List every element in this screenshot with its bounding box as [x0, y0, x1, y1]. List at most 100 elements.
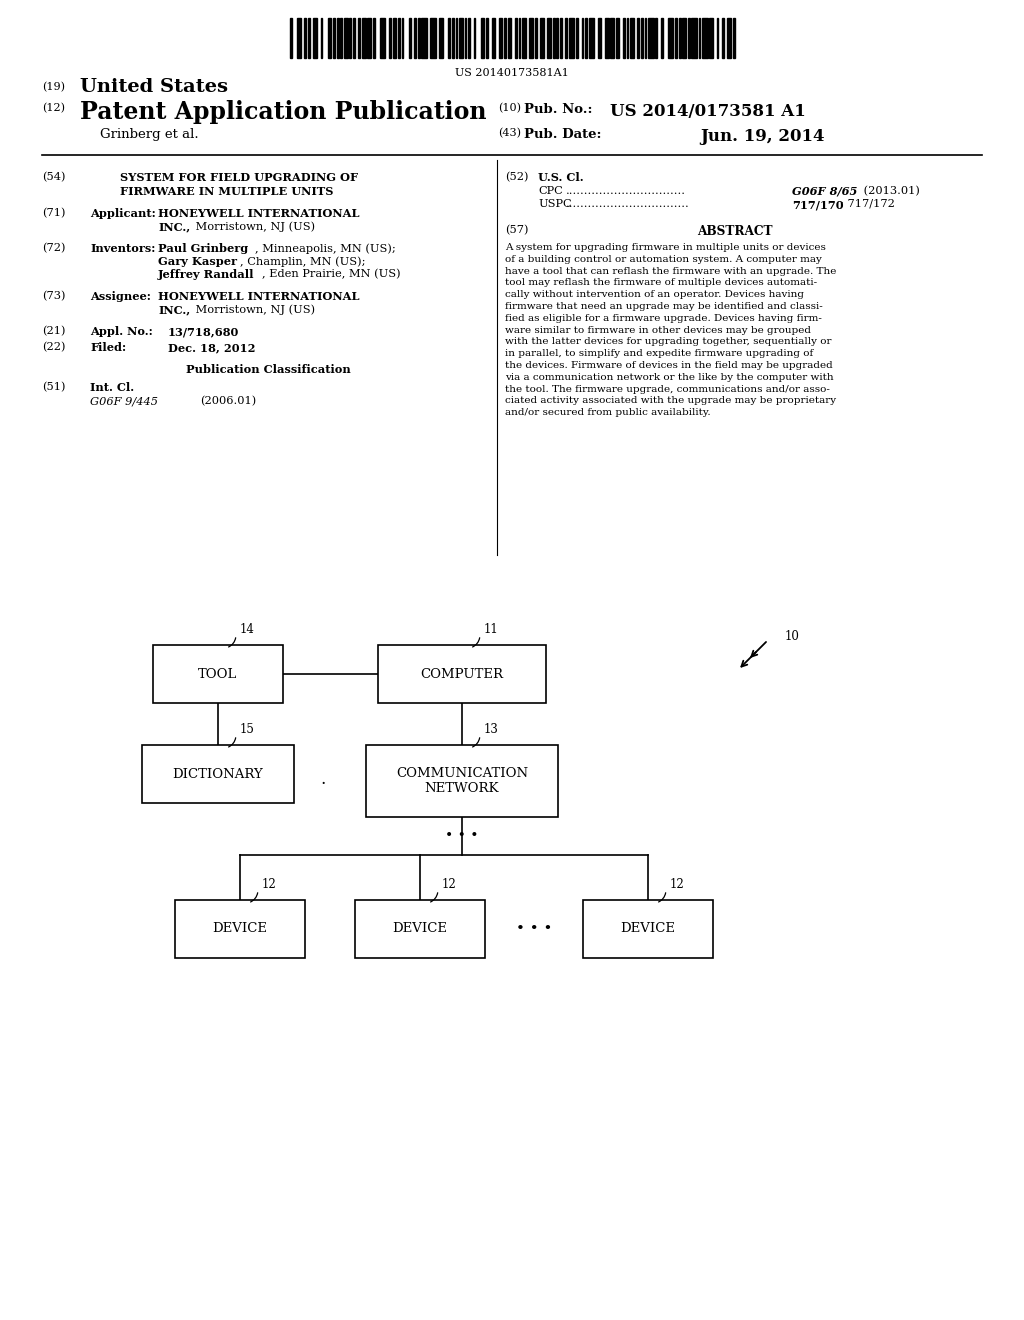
Text: (54): (54) [42, 172, 66, 182]
Bar [648, 18, 653, 58]
Text: INC.,: INC., [158, 220, 190, 232]
FancyBboxPatch shape [142, 744, 294, 803]
Bar [668, 18, 674, 58]
Bar [492, 18, 496, 58]
Text: Jun. 19, 2014: Jun. 19, 2014 [700, 128, 824, 145]
Bar [688, 18, 689, 58]
Text: (2006.01): (2006.01) [200, 396, 256, 407]
Text: FIRMWARE IN MULTIPLE UNITS: FIRMWARE IN MULTIPLE UNITS [120, 186, 334, 197]
Text: SYSTEM FOR FIELD UPGRADING OF: SYSTEM FOR FIELD UPGRADING OF [120, 172, 358, 183]
Text: G06F 9/445: G06F 9/445 [90, 396, 158, 407]
Bar [556, 18, 558, 58]
Bar [682, 18, 686, 58]
Text: A system for upgrading firmware in multiple units or devices: A system for upgrading firmware in multi… [505, 243, 826, 252]
Text: (57): (57) [505, 224, 528, 235]
Text: ; 717/172: ; 717/172 [840, 199, 895, 209]
Text: Inventors:: Inventors: [90, 243, 156, 253]
Bar [401, 18, 403, 58]
Bar [644, 18, 646, 58]
Bar [474, 18, 475, 58]
Text: 12: 12 [442, 878, 457, 891]
Text: , Champlin, MN (US);: , Champlin, MN (US); [240, 256, 366, 267]
Bar [710, 18, 713, 58]
Text: US 2014/0173581 A1: US 2014/0173581 A1 [610, 103, 806, 120]
Bar [414, 18, 416, 58]
Bar [430, 18, 436, 58]
Text: , Minneapolis, MN (US);: , Minneapolis, MN (US); [255, 243, 395, 253]
Text: (22): (22) [42, 342, 66, 352]
Text: Publication Classification: Publication Classification [185, 364, 350, 375]
Bar [698, 18, 700, 58]
Bar [675, 18, 677, 58]
Bar [518, 18, 520, 58]
Bar [308, 18, 310, 58]
Bar [637, 18, 639, 58]
Text: with the latter devices for upgrading together, sequentially or: with the latter devices for upgrading to… [505, 338, 831, 346]
Bar [605, 18, 608, 58]
Text: Grinberg et al.: Grinberg et al. [100, 128, 199, 141]
Text: (12): (12) [42, 103, 65, 114]
Bar [389, 18, 391, 58]
Text: have a tool that can reflash the firmware with an upgrade. The: have a tool that can reflash the firmwar… [505, 267, 837, 276]
Bar [529, 18, 534, 58]
Text: ware similar to firmware in other devices may be grouped: ware similar to firmware in other device… [505, 326, 811, 334]
Bar [328, 18, 332, 58]
Text: U.S. Cl.: U.S. Cl. [538, 172, 584, 183]
Text: ABSTRACT: ABSTRACT [697, 224, 773, 238]
Bar [717, 18, 719, 58]
Bar [722, 18, 724, 58]
Text: DEVICE: DEVICE [213, 923, 267, 936]
Text: US 20140173581A1: US 20140173581A1 [455, 69, 569, 78]
Text: DICTIONARY: DICTIONARY [173, 767, 263, 780]
Text: Jeffrey Randall: Jeffrey Randall [158, 269, 255, 280]
FancyBboxPatch shape [583, 900, 713, 958]
Text: Pub. No.:: Pub. No.: [524, 103, 593, 116]
Text: (21): (21) [42, 326, 66, 337]
Bar [481, 18, 484, 58]
Bar [392, 18, 396, 58]
Text: 13: 13 [484, 723, 499, 737]
Bar [630, 18, 634, 58]
Text: CPC: CPC [538, 186, 563, 195]
FancyBboxPatch shape [366, 744, 558, 817]
Text: Paul Grinberg: Paul Grinberg [158, 243, 248, 253]
Bar [409, 18, 411, 58]
Bar [304, 18, 306, 58]
Text: ................................: ................................ [566, 186, 686, 195]
Bar [627, 18, 629, 58]
Bar [548, 18, 551, 58]
Text: (52): (52) [505, 172, 528, 182]
Text: COMPUTER: COMPUTER [421, 668, 504, 681]
Text: Pub. Date:: Pub. Date: [524, 128, 601, 141]
Bar [290, 18, 292, 58]
Bar [353, 18, 354, 58]
Bar [380, 18, 385, 58]
Bar [660, 18, 663, 58]
Bar [679, 18, 681, 58]
Text: (2013.01): (2013.01) [860, 186, 920, 197]
Bar [508, 18, 511, 58]
Text: fied as eligible for a firmware upgrade. Devices having firm-: fied as eligible for a firmware upgrade.… [505, 314, 822, 323]
Bar [655, 18, 657, 58]
Bar [465, 18, 466, 58]
Text: DEVICE: DEVICE [621, 923, 676, 936]
Bar [486, 18, 488, 58]
Text: .................................: ................................. [566, 199, 690, 209]
Text: (71): (71) [42, 209, 66, 218]
Bar [368, 18, 371, 58]
Text: INC.,: INC., [158, 304, 190, 315]
FancyBboxPatch shape [175, 900, 305, 958]
Bar [598, 18, 601, 58]
Text: cally without intervention of an operator. Devices having: cally without intervention of an operato… [505, 290, 804, 300]
Bar [340, 18, 342, 58]
Text: Assignee:: Assignee: [90, 290, 151, 302]
Text: 11: 11 [484, 623, 499, 636]
Text: 10: 10 [785, 630, 800, 643]
Text: 12: 12 [670, 878, 685, 891]
Bar [313, 18, 317, 58]
Bar [565, 18, 567, 58]
Text: Morristown, NJ (US): Morristown, NJ (US) [193, 304, 315, 314]
Text: (19): (19) [42, 82, 65, 92]
Text: Applicant:: Applicant: [90, 209, 156, 219]
FancyBboxPatch shape [378, 645, 546, 704]
